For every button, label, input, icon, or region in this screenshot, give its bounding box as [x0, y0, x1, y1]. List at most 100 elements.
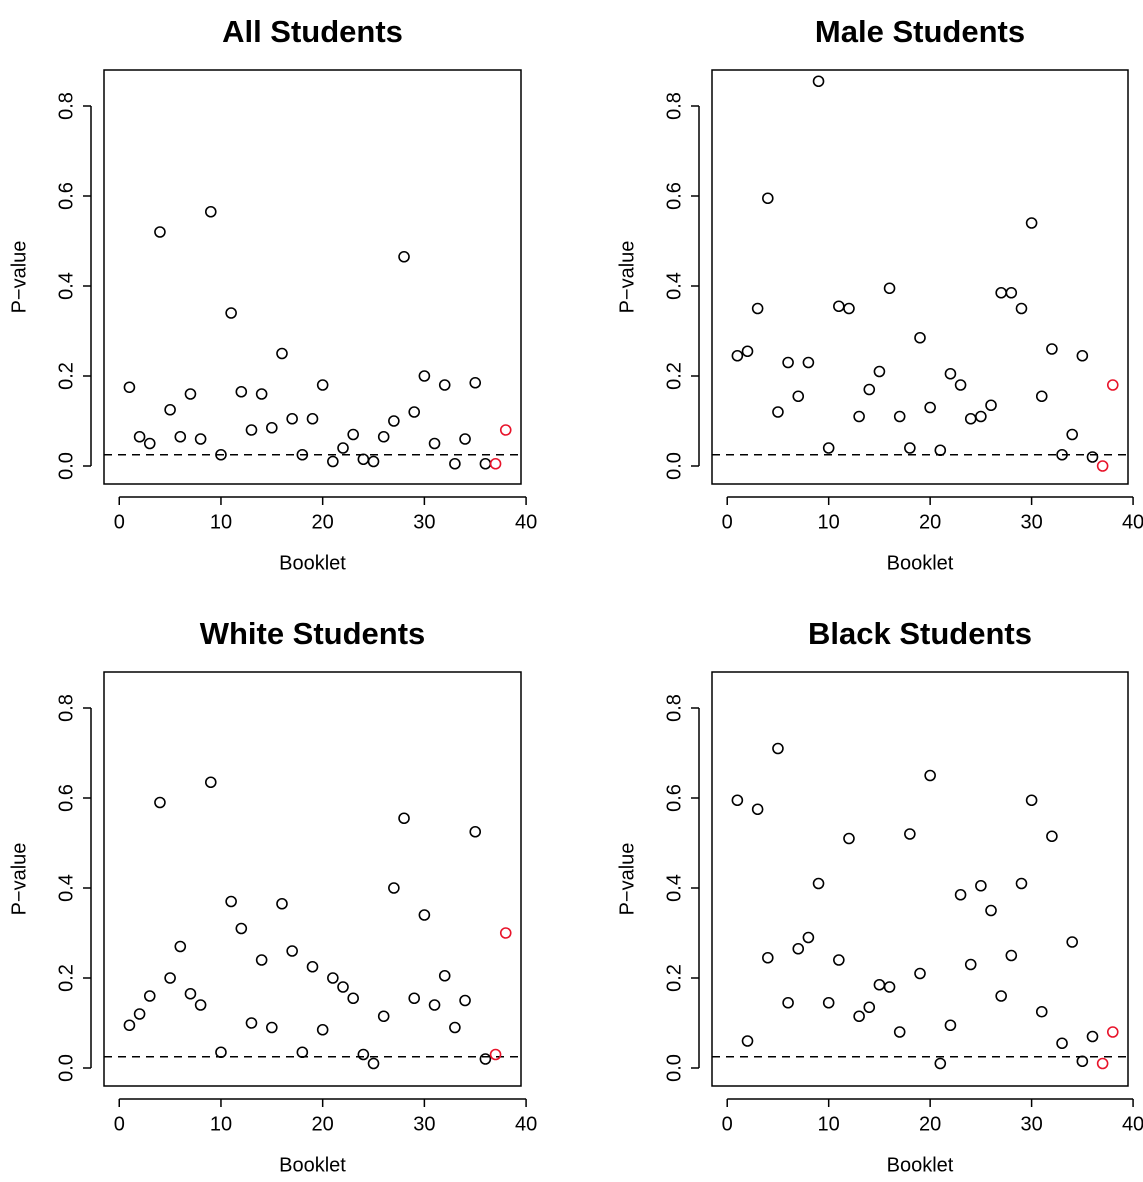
y-tick-label: 0.4	[663, 874, 685, 902]
data-point	[792, 942, 805, 955]
data-point	[296, 448, 309, 461]
data-point	[164, 972, 176, 984]
highlighted-data-point	[489, 457, 502, 470]
data-point	[276, 347, 288, 360]
y-tick-label: 0.8	[55, 92, 77, 120]
data-point	[123, 381, 136, 394]
data-point	[347, 992, 359, 1005]
data-point	[964, 412, 977, 425]
data-point	[1066, 428, 1078, 441]
data-point	[438, 379, 451, 391]
data-point	[357, 1048, 370, 1061]
data-point	[893, 410, 906, 423]
data-point	[235, 922, 248, 935]
data-point	[408, 992, 421, 1005]
data-point	[843, 832, 855, 845]
x-tick-label: 40	[1122, 511, 1143, 533]
data-point	[266, 1021, 278, 1034]
data-point	[802, 931, 815, 944]
plot-frame	[103, 671, 522, 1087]
data-point	[245, 424, 258, 436]
data-point	[154, 796, 166, 809]
data-point	[975, 879, 987, 892]
data-point	[1005, 949, 1018, 962]
data-point	[123, 1019, 136, 1032]
data-point	[1076, 349, 1089, 362]
data-point	[883, 282, 896, 295]
data-point	[418, 370, 431, 382]
highlighted-data-point	[1106, 379, 1119, 391]
data-point	[225, 895, 237, 908]
x-tick-label: 30	[413, 511, 435, 533]
data-point	[245, 1017, 258, 1029]
y-tick-label: 0.2	[55, 964, 77, 992]
data-point	[1086, 1030, 1099, 1043]
data-point	[154, 226, 166, 238]
data-point	[215, 1046, 227, 1059]
x-tick-label: 0	[114, 1113, 125, 1135]
x-tick-label: 10	[210, 511, 232, 533]
data-point	[914, 967, 926, 980]
data-point	[782, 996, 794, 1009]
data-point	[174, 940, 187, 953]
data-point	[469, 825, 482, 838]
y-tick-label: 0.2	[663, 362, 685, 390]
data-point	[792, 390, 805, 403]
data-point	[934, 444, 947, 457]
x-axis-label: Booklet	[279, 552, 346, 574]
highlighted-data-point	[499, 424, 512, 436]
data-point	[731, 794, 744, 807]
y-tick-label: 0.6	[55, 182, 77, 210]
chart-panel-3: White Students 0 10 20 30 40 Booklet 0.0 0.2 0.4 0…	[8, 616, 537, 1176]
y-tick-label: 0.6	[663, 784, 685, 812]
data-point	[812, 877, 825, 890]
data-point	[469, 376, 482, 389]
data-point	[286, 412, 298, 425]
data-point	[215, 448, 227, 461]
data-point	[873, 365, 886, 378]
data-point	[772, 742, 784, 755]
data-point	[985, 399, 997, 412]
x-tick-label: 40	[1122, 1113, 1143, 1135]
data-point	[367, 455, 380, 468]
data-point	[418, 909, 431, 921]
data-point	[863, 383, 876, 396]
data-point	[337, 442, 349, 454]
data-point	[143, 990, 156, 1002]
y-tick-label: 0.4	[55, 272, 77, 300]
data-point	[924, 401, 936, 414]
panel-title: Black Students	[808, 616, 1032, 651]
x-tick-label: 30	[1020, 511, 1042, 533]
data-point	[459, 433, 471, 445]
data-point	[388, 415, 400, 427]
x-tick-label: 20	[312, 1113, 334, 1135]
data-point	[164, 403, 176, 416]
highlighted-data-point	[1096, 1057, 1109, 1070]
panel-title: All Students	[222, 14, 403, 49]
data-point	[316, 1023, 329, 1036]
x-tick-label: 0	[722, 1113, 733, 1135]
panel-title: Male Students	[815, 14, 1025, 49]
data-point	[327, 972, 339, 984]
highlighted-data-point	[1096, 460, 1109, 472]
data-point	[479, 1053, 492, 1065]
data-point	[772, 406, 784, 418]
data-point	[904, 828, 916, 840]
data-point	[762, 192, 774, 205]
data-point	[133, 1008, 146, 1020]
y-tick-label: 0.8	[663, 92, 685, 120]
data-point	[812, 75, 825, 88]
y-axis-label: P−value	[616, 843, 638, 916]
data-point	[388, 882, 400, 894]
data-point	[883, 981, 896, 993]
highlighted-data-point	[489, 1048, 502, 1061]
data-point	[822, 996, 835, 1009]
data-point	[398, 250, 410, 263]
x-tick-label: 10	[818, 511, 840, 533]
data-point	[741, 345, 754, 358]
data-point	[428, 437, 441, 450]
data-point	[1015, 302, 1028, 315]
data-point	[1005, 286, 1018, 299]
y-tick-label: 0.8	[663, 694, 685, 722]
data-point	[863, 1001, 876, 1014]
